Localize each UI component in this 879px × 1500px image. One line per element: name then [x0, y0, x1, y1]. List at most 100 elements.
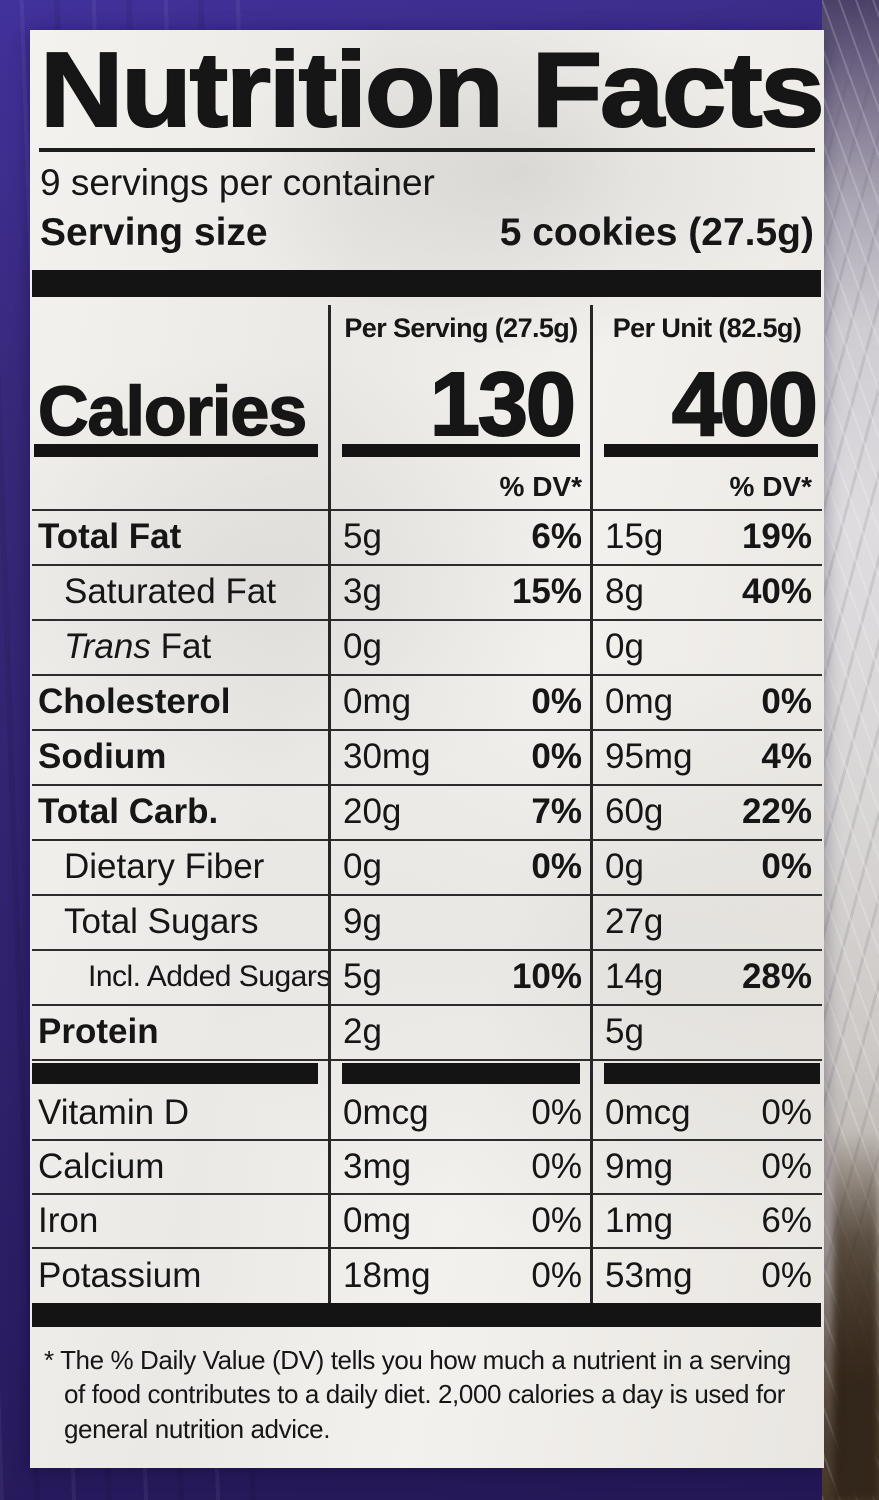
- nutrient-row: Total Sugars 9g 27g: [32, 896, 822, 951]
- per-unit-amount: 8g: [605, 572, 644, 611]
- nutrient-row: Protein 2g 5g: [32, 1006, 822, 1061]
- per-unit-amount: 95mg: [605, 737, 693, 776]
- per-serving-amount: 2g: [343, 1012, 382, 1051]
- per-serving-amount: 20g: [343, 792, 402, 831]
- nutrient-name: Protein: [38, 1012, 159, 1051]
- per-serving-dv: 7%: [531, 792, 582, 831]
- calories-divider-row: [32, 443, 822, 459]
- per-unit-dv: 0%: [761, 682, 812, 721]
- nutrient-name: Total Sugars: [64, 902, 259, 941]
- per-serving-amount: 18mg: [343, 1255, 431, 1295]
- per-serving-amount: 0mcg: [343, 1092, 429, 1132]
- per-unit-dv: 28%: [741, 957, 812, 996]
- per-unit-amount: 53mg: [605, 1255, 693, 1295]
- per-serving-amount: 3mg: [343, 1146, 412, 1186]
- nutrient-name: Iron: [38, 1200, 99, 1240]
- calories-divider-bar: [342, 443, 580, 457]
- nutrient-name: Dietary Fiber: [64, 847, 265, 886]
- per-unit-amount: 0mcg: [605, 1092, 691, 1132]
- per-unit-amount: 15g: [605, 517, 664, 556]
- nutrition-facts-title: Nutrition Facts: [39, 31, 826, 149]
- per-unit-dv: 0%: [761, 1146, 812, 1186]
- nutrient-row: Dietary Fiber 0g 0% 0g 0%: [32, 841, 822, 896]
- vitamins-separator-bar: [32, 1062, 318, 1084]
- calories-row: Calories 130 400: [32, 354, 822, 455]
- column-divider-1: [328, 304, 331, 1303]
- nutrient-row: Calcium 3mg 0% 9mg 0%: [32, 1141, 822, 1195]
- package-shadow-corner: [833, 1130, 879, 1500]
- nutrient-row: Incl. Added Sugars 5g 10% 14g 28%: [32, 951, 822, 1006]
- serving-size-label: Serving size: [40, 210, 268, 254]
- per-unit-amount: 0g: [605, 627, 644, 666]
- nutrient-row: Trans Fat 0g 0g: [32, 621, 822, 676]
- per-serving-amount: 0mg: [343, 682, 412, 721]
- per-serving-dv: 6%: [531, 517, 582, 556]
- serving-size-value: 5 cookies (27.5g): [499, 210, 814, 254]
- nutrient-name: Total Carb.: [38, 792, 219, 831]
- nutrient-name: Sodium: [38, 737, 167, 776]
- vitamin-rows: Vitamin D 0mcg 0% 0mcg 0% Calcium 3mg 0%…: [32, 1087, 822, 1303]
- per-unit-amount: 0g: [605, 847, 644, 886]
- nutrient-row: Total Carb. 20g 7% 60g 22%: [32, 786, 822, 841]
- nutrient-name: Cholesterol: [38, 682, 231, 721]
- nutrient-row: Iron 0mg 0% 1mg 6%: [32, 1195, 822, 1249]
- per-unit-dv: 19%: [741, 517, 812, 556]
- dv-footnote: * The % Daily Value (DV) tells you how m…: [44, 1343, 812, 1447]
- nutrient-name: Calcium: [38, 1146, 165, 1186]
- per-unit-amount: 14g: [605, 957, 664, 996]
- nutrient-name: Saturated Fat: [64, 572, 277, 611]
- per-unit-dv: 0%: [761, 1255, 812, 1295]
- per-serving-dv: 0%: [531, 1146, 582, 1186]
- per-serving-dv: 0%: [531, 1255, 582, 1295]
- per-unit-amount: 9mg: [605, 1146, 674, 1186]
- per-unit-amount: 5g: [605, 1012, 644, 1051]
- per-unit-dv: 6%: [761, 1200, 812, 1240]
- per-unit-amount: 60g: [605, 792, 664, 831]
- per-serving-dv: 0%: [531, 1200, 582, 1240]
- per-unit-amount: 1mg: [605, 1200, 674, 1240]
- nutrient-row: Vitamin D 0mcg 0% 0mcg 0%: [32, 1087, 822, 1141]
- per-serving-amount: 0g: [343, 627, 382, 666]
- nutrient-name: Trans Fat: [64, 627, 212, 666]
- per-unit-dv: 40%: [741, 572, 812, 611]
- calories-divider-bar: [34, 443, 318, 457]
- per-serving-dv: 0%: [531, 682, 582, 721]
- column-divider-2: [590, 304, 593, 1303]
- per-serving-amount: 9g: [343, 902, 382, 941]
- nutrient-name: Vitamin D: [38, 1092, 190, 1132]
- per-serving-amount: 0mg: [343, 1200, 412, 1240]
- dv-header-per-serving: % DV*: [499, 470, 582, 502]
- per-serving-amount: 3g: [343, 572, 382, 611]
- per-serving-amount: 5g: [343, 517, 382, 556]
- dv-header-empty-cell: [32, 459, 330, 511]
- nutrient-name: Total Fat: [38, 517, 182, 556]
- per-serving-dv: 0%: [531, 737, 582, 776]
- calories-divider-bar: [604, 443, 818, 457]
- nutrition-label: Nutrition Facts 9 servings per container…: [30, 30, 826, 1468]
- bottom-separator-bar: [32, 1302, 821, 1327]
- nutrient-row: Cholesterol 0mg 0% 0mg 0%: [32, 676, 822, 731]
- per-serving-dv: 0%: [531, 847, 582, 886]
- per-serving-amount: 30mg: [343, 737, 431, 776]
- nutrient-name: Potassium: [38, 1255, 202, 1295]
- per-serving-dv: 0%: [531, 1092, 582, 1132]
- per-serving-dv: 15%: [511, 572, 582, 611]
- table-header-row: Per Serving (27.5g) Per Unit (82.5g): [32, 305, 822, 365]
- per-unit-dv: 22%: [741, 792, 812, 831]
- per-unit-dv: 0%: [761, 1092, 812, 1132]
- per-serving-dv: 10%: [511, 957, 582, 996]
- vitamins-separator-bar: [604, 1062, 820, 1084]
- per-serving-column-header: Per Serving (27.5g): [344, 312, 578, 343]
- nutrient-row: Saturated Fat 3g 15% 8g 40%: [32, 566, 822, 621]
- nutrient-row: Sodium 30mg 0% 95mg 4%: [32, 731, 822, 786]
- dv-header-per-unit: % DV*: [729, 470, 812, 502]
- nutrient-name: Incl. Added Sugars: [88, 960, 331, 993]
- serving-size-row: Serving size 5 cookies (27.5g): [40, 211, 814, 256]
- per-unit-amount: 27g: [605, 902, 664, 941]
- nutrient-rows: Total Fat 5g 6% 15g 19% Saturated Fat 3g…: [32, 511, 822, 1061]
- calories-per-serving-value: 130: [429, 354, 577, 455]
- calories-per-unit-value: 400: [671, 354, 819, 455]
- per-unit-dv: 0%: [761, 847, 812, 886]
- per-unit-column-header: Per Unit (82.5g): [612, 312, 802, 343]
